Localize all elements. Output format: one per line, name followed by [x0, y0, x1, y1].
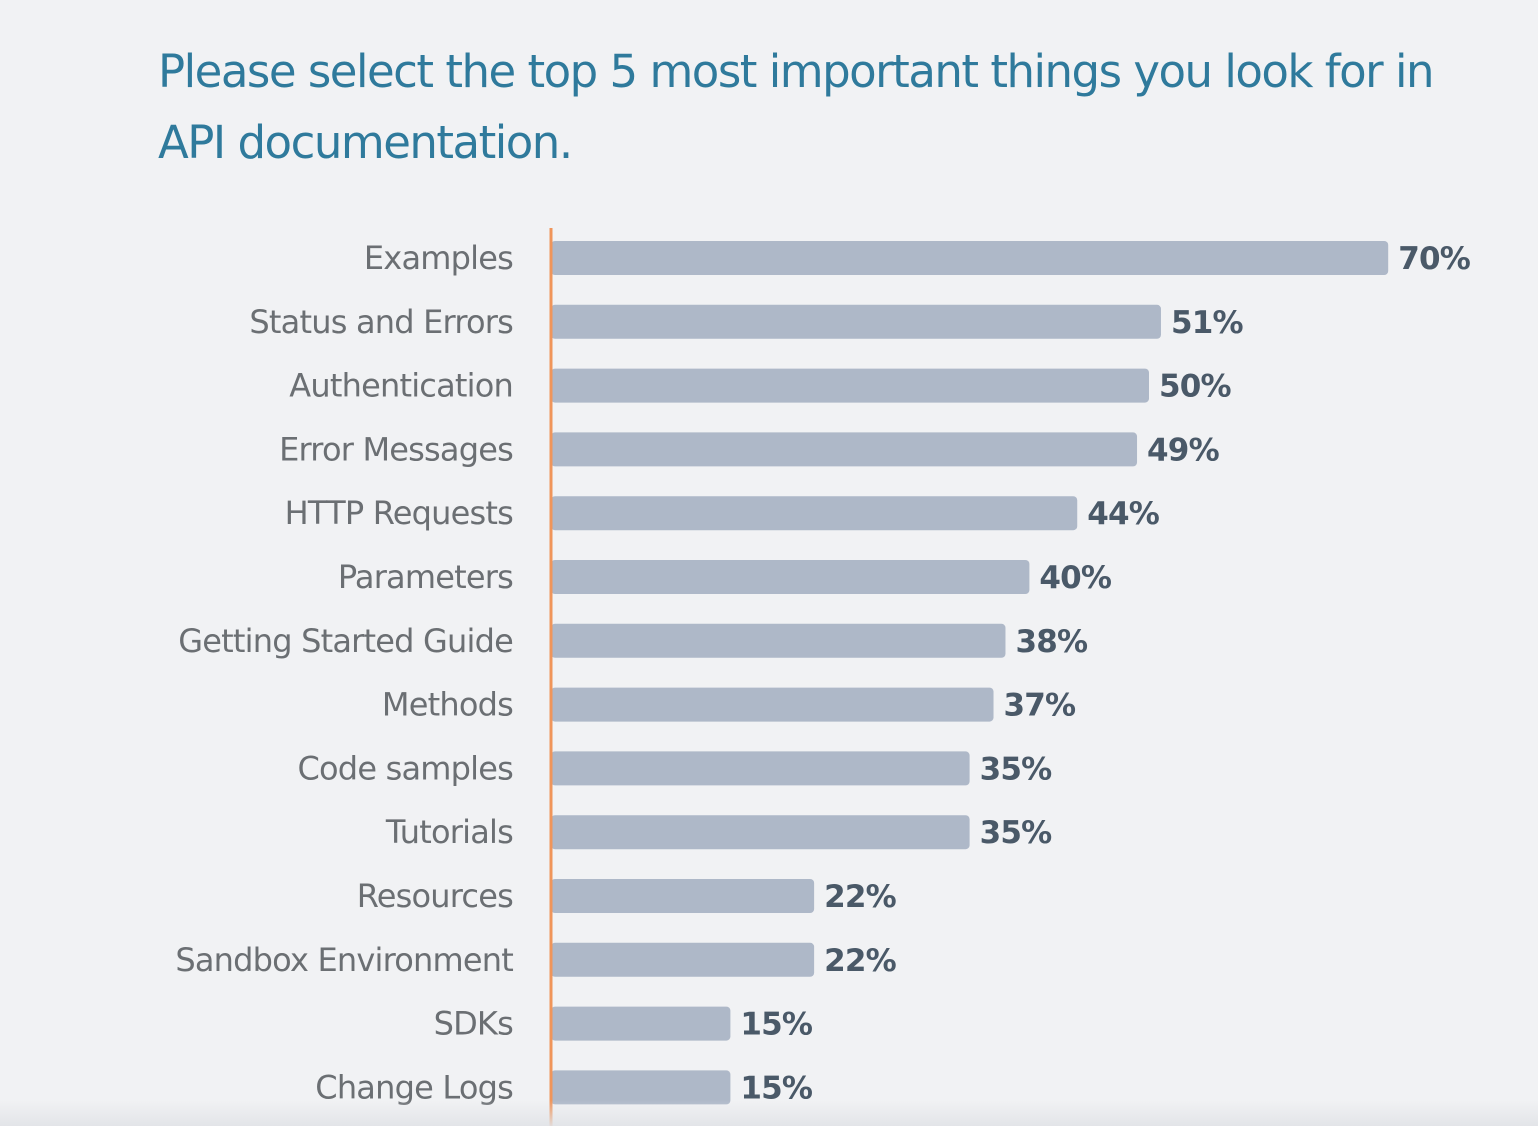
value-label-error-messages: 49% [1147, 432, 1220, 468]
bar-methods [551, 687, 994, 722]
bar-tutorials [551, 815, 970, 850]
bar-code-samples [551, 751, 970, 786]
value-label-resources: 22% [824, 879, 897, 915]
value-label-status-and-errors: 51% [1171, 305, 1244, 341]
category-labels-group: Examples Status and Errors Authentication E… [175, 239, 514, 1106]
value-label-tutorials: 35% [980, 815, 1053, 851]
category-label-getting-started-guide: Getting Started Guide [178, 622, 513, 660]
category-label-error-messages: Error Messages [279, 430, 513, 468]
bar-parameters [551, 560, 1030, 594]
bar-sdks [551, 1006, 731, 1041]
chart-title: Please select the top 5 most important t… [158, 45, 1434, 169]
category-label-change-logs: Change Logs [315, 1068, 513, 1106]
bar-status-and-errors [551, 304, 1161, 339]
category-label-tutorials: Tutorials [385, 813, 513, 851]
category-label-authentication: Authentication [289, 367, 513, 405]
value-label-sandbox-environment: 22% [824, 943, 897, 979]
bar-examples [551, 241, 1389, 275]
bar-resources [551, 879, 815, 913]
bars-group [551, 241, 1389, 1105]
value-label-getting-started-guide: 38% [1015, 624, 1088, 660]
value-label-code-samples: 35% [980, 751, 1053, 787]
bar-change-logs [551, 1070, 731, 1105]
category-label-status-and-errors: Status and Errors [249, 303, 513, 341]
category-label-methods: Methods [382, 686, 513, 724]
category-label-examples: Examples [364, 239, 513, 277]
category-label-sdks: SDKs [434, 1005, 514, 1043]
bar-sandbox-environment [551, 942, 815, 977]
value-label-sdks: 15% [740, 1007, 813, 1043]
value-label-examples: 70% [1398, 241, 1471, 277]
value-label-parameters: 40% [1039, 560, 1112, 596]
bar-error-messages [551, 432, 1138, 467]
bar-authentication [551, 368, 1149, 403]
bar-getting-started-guide [551, 623, 1006, 658]
value-label-change-logs: 15% [740, 1070, 813, 1106]
bar-http-requests [551, 496, 1078, 531]
category-label-sandbox-environment: Sandbox Environment [175, 941, 513, 979]
category-label-parameters: Parameters [338, 558, 513, 596]
value-label-authentication: 50% [1159, 369, 1232, 405]
category-label-code-samples: Code samples [297, 749, 513, 787]
category-label-http-requests: HTTP Requests [285, 494, 513, 532]
value-label-http-requests: 44% [1087, 496, 1160, 532]
value-label-methods: 37% [1004, 688, 1077, 724]
category-label-resources: Resources [357, 877, 513, 915]
